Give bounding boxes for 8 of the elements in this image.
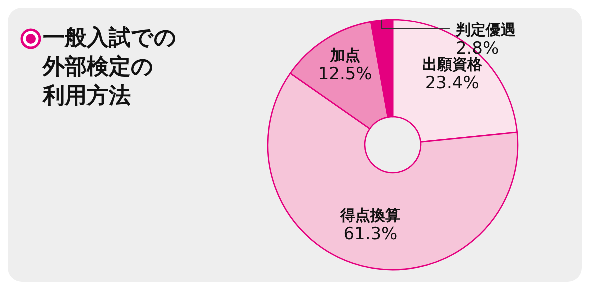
- data-label: 23.4%: [425, 73, 480, 94]
- slice-label: 出願資格: [422, 55, 484, 74]
- slice-label: 得点換算: [340, 206, 401, 225]
- text: 一般入試での外部検定の利用方法: [43, 25, 177, 111]
- slice-label: 加点: [329, 46, 360, 64]
- slice-label: 判定優遇: [454, 21, 517, 39]
- data-label: 12.5%: [318, 64, 372, 84]
- data-label: 61.3%: [344, 224, 398, 245]
